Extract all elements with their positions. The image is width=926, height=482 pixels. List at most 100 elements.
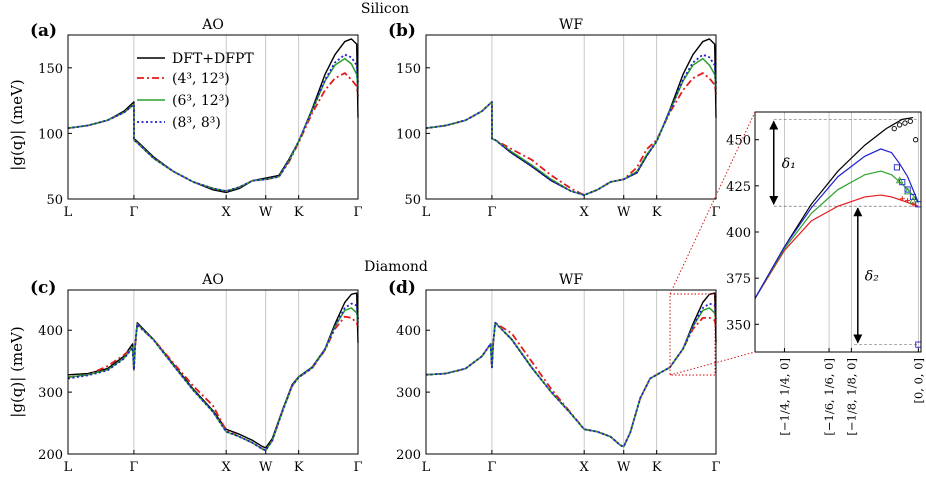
panel-label-c: (c) bbox=[30, 278, 56, 298]
delta1-label: δ₁ bbox=[782, 156, 796, 172]
marker-zoom-c4-2 bbox=[910, 201, 916, 207]
xtick-label-b-4: K bbox=[652, 205, 662, 220]
ytick-label-a-1: 100 bbox=[38, 127, 63, 142]
xtick-label-zoom-2: [−1/8, 1/8, 0] bbox=[844, 358, 858, 436]
xtick-label-c-1: Γ bbox=[129, 460, 138, 475]
legend-label-dft: DFT+DFPT bbox=[172, 51, 254, 67]
marker-zoom-dft-0 bbox=[891, 125, 897, 132]
xtick-label-b-1: Γ bbox=[487, 205, 496, 220]
axes-frame-a bbox=[67, 34, 359, 200]
series-zoom-c6 bbox=[754, 170, 919, 299]
xtick-label-d-0: L bbox=[422, 460, 431, 475]
zoom-connector-bottom bbox=[669, 351, 756, 376]
legend-label-c4: (4³, 12³) bbox=[172, 71, 230, 87]
marker-zoom-c6-1 bbox=[903, 187, 912, 195]
xtick-label-d-5: Γ bbox=[711, 460, 720, 475]
ytick-label-d-2: 400 bbox=[396, 324, 421, 339]
xtick-label-zoom-1: [−1/6, 1/6, 0] bbox=[822, 358, 836, 436]
panel-b: 50 100 150 L Γ X W K Γ WF (b) bbox=[388, 17, 721, 220]
xtick-label-a-3: W bbox=[259, 205, 273, 220]
xtick-label-c-2: X bbox=[222, 460, 232, 475]
ytick-label-zoom-1: 375 bbox=[726, 272, 751, 287]
xtick-label-zoom-0: [−1/4, 1/4, 0] bbox=[777, 358, 791, 436]
series-c-c6 bbox=[67, 307, 359, 452]
marker-zoom-c8-3 bbox=[909, 193, 917, 200]
xtick-label-b-5: Γ bbox=[711, 205, 720, 220]
xtick-label-d-2: X bbox=[580, 460, 590, 475]
series-a-dft bbox=[67, 38, 359, 194]
ytick-label-d-1: 300 bbox=[396, 386, 421, 401]
marker-zoom-dft-4 bbox=[912, 137, 919, 143]
zoom-connector bbox=[669, 111, 756, 376]
xtick-label-c-3: W bbox=[259, 460, 273, 475]
panel-label-b: (b) bbox=[388, 21, 416, 41]
marker-zoom-c8-0 bbox=[893, 164, 900, 171]
ytick-label-a-2: 150 bbox=[38, 62, 63, 77]
series-b-dft bbox=[425, 38, 717, 196]
row-title-silicon: Silicon bbox=[361, 1, 409, 17]
xtick-label-b-0: L bbox=[422, 205, 431, 220]
series-c-c4 bbox=[67, 315, 359, 452]
ytick-label-zoom-2: 400 bbox=[726, 226, 751, 241]
xtick-label-b-2: X bbox=[580, 205, 590, 220]
delta2-label: δ₂ bbox=[865, 268, 879, 284]
series-d-dft bbox=[425, 292, 717, 448]
ytick-label-b-0: 50 bbox=[404, 193, 421, 208]
ytick-label-zoom-0: 350 bbox=[726, 318, 751, 333]
panel-d: 200 300 400 L Γ X W K Γ WF (d) bbox=[388, 272, 721, 475]
series-zoom-c8 bbox=[754, 148, 919, 299]
xtick-label-c-5: Γ bbox=[353, 460, 362, 475]
xtick-label-a-0: L bbox=[64, 205, 73, 220]
panel-zoom: δ₁ δ₂ 350 375 400 425 450 [−1/4, 1/4, 0] [−1/6, … bbox=[726, 111, 925, 436]
ytick-label-b-1: 100 bbox=[396, 127, 421, 142]
ytick-label-c-0: 200 bbox=[38, 448, 63, 463]
panel-title-a: AO bbox=[201, 17, 224, 33]
series-zoom-c4 bbox=[754, 194, 919, 299]
row-title-diamond: Diamond bbox=[364, 259, 428, 275]
legend-label-c8: (8³, 8³) bbox=[172, 115, 221, 131]
series-a-c4 bbox=[67, 72, 359, 193]
zoom-box bbox=[669, 293, 716, 376]
panel-label-a: (a) bbox=[30, 21, 57, 41]
series-c-dft bbox=[67, 292, 359, 449]
panel-a: 50 100 150 L Γ X W K Γ AO (a) bbox=[30, 17, 363, 220]
ytick-label-b-2: 150 bbox=[396, 62, 421, 77]
series-c-c8 bbox=[67, 302, 359, 452]
xtick-label-a-4: K bbox=[294, 205, 304, 220]
legend: DFT+DFPT (4³, 12³) (6³, 12³) (8³, 8³) bbox=[137, 51, 254, 131]
marker-zoom-c4-0 bbox=[899, 196, 905, 202]
ytick-label-c-2: 400 bbox=[38, 324, 63, 339]
marker-zoom-dft-2 bbox=[902, 120, 908, 126]
xtick-label-c-0: L bbox=[64, 460, 73, 475]
xtick-label-a-5: Γ bbox=[353, 205, 362, 220]
xtick-label-d-4: K bbox=[652, 460, 662, 475]
series-d-c4 bbox=[425, 316, 717, 448]
zoom-connector-top bbox=[669, 111, 756, 295]
ytick-label-zoom-3: 425 bbox=[726, 180, 751, 195]
marker-zoom-c4-1 bbox=[905, 198, 911, 204]
xtick-label-a-2: X bbox=[222, 205, 232, 220]
ytick-label-a-0: 50 bbox=[46, 193, 63, 208]
marker-zoom-c8-2 bbox=[904, 186, 911, 193]
series-a-c6 bbox=[67, 57, 359, 192]
axes-frame-b bbox=[425, 34, 717, 200]
xtick-label-b-3: W bbox=[617, 205, 631, 220]
ytick-label-d-0: 200 bbox=[396, 448, 421, 463]
marker-zoom-c6-0 bbox=[895, 176, 904, 184]
panel-title-c: AO bbox=[201, 272, 224, 288]
panel-c: 200 300 400 L Γ X W K Γ AO (c) bbox=[30, 272, 363, 475]
ytick-label-zoom-4: 450 bbox=[726, 134, 751, 149]
marker-zoom-dft-1 bbox=[896, 122, 903, 128]
axes-frame-c bbox=[67, 289, 359, 455]
panel-title-b: WF bbox=[559, 17, 583, 33]
ytick-label-c-1: 300 bbox=[38, 386, 63, 401]
marker-zoom-dft-3 bbox=[907, 118, 913, 124]
series-a-c8 bbox=[67, 53, 359, 193]
axes-frame-zoom bbox=[754, 111, 922, 353]
marker-zoom-c8-1 bbox=[899, 179, 906, 186]
series-b-c4 bbox=[425, 72, 717, 196]
xtick-label-zoom-3: [0, 0, 0] bbox=[911, 358, 925, 404]
series-b-c8 bbox=[425, 53, 717, 196]
xtick-label-a-1: Γ bbox=[129, 205, 138, 220]
